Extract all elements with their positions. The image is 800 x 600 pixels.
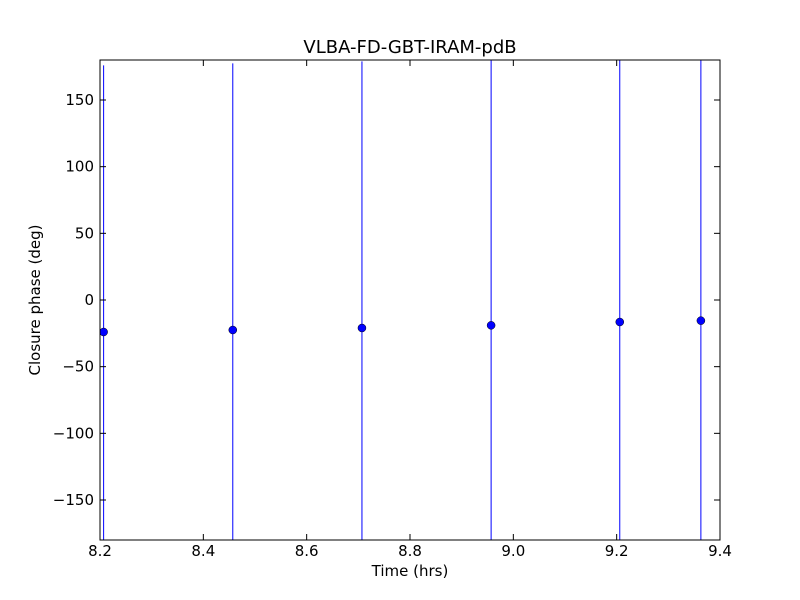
chart-title: VLBA-FD-GBT-IRAM-pdB bbox=[303, 37, 516, 58]
y-tick-label: 100 bbox=[65, 158, 94, 176]
data-point bbox=[696, 316, 706, 325]
x-tick-label: 8.8 bbox=[398, 542, 422, 560]
data-point bbox=[100, 327, 108, 337]
x-tick-label: 8.6 bbox=[295, 542, 319, 560]
x-tick-label: 9.4 bbox=[708, 542, 732, 560]
data-point bbox=[486, 321, 496, 330]
x-tick-label: 8.4 bbox=[191, 542, 215, 560]
y-tick-label: −100 bbox=[53, 424, 94, 442]
x-tick-label: 8.2 bbox=[88, 542, 112, 560]
x-axis-label: Time (hrs) bbox=[371, 562, 449, 580]
x-tick-label: 9.0 bbox=[501, 542, 525, 560]
y-tick-label: −50 bbox=[62, 358, 94, 376]
data-point bbox=[615, 317, 625, 327]
y-axis-label: Closure phase (deg) bbox=[26, 225, 44, 376]
y-tick-label: −150 bbox=[53, 491, 94, 509]
y-tick-label: 150 bbox=[65, 91, 94, 109]
y-tick-label: 0 bbox=[84, 291, 94, 309]
x-tick-label: 9.2 bbox=[605, 542, 629, 560]
y-tick-label: 50 bbox=[75, 224, 94, 242]
data-point bbox=[357, 323, 367, 333]
plot-area bbox=[100, 60, 706, 540]
data-point bbox=[228, 325, 238, 335]
